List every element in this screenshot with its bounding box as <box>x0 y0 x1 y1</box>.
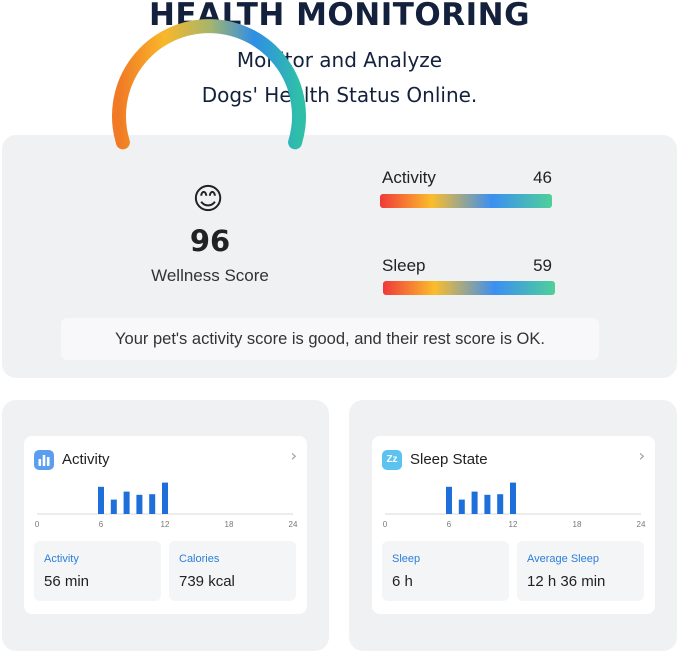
activity-bar <box>98 486 104 514</box>
wellness-gauge <box>112 19 306 150</box>
activity-bar <box>136 494 143 514</box>
activity-bar <box>110 499 117 514</box>
activity-card[interactable]: Activity › 0 6 12 18 24 Activity 56 min Calo… <box>24 436 307 614</box>
calories-stat-value: 739 kcal <box>179 573 235 590</box>
sleep-axis-tick: 6 <box>447 520 452 529</box>
metric-activity-bar <box>380 194 552 208</box>
activity-bar <box>149 494 156 514</box>
sleep-bar <box>497 494 504 514</box>
sleep-axis-tick: 12 <box>509 520 518 529</box>
activity-bar <box>123 491 130 514</box>
sleep-stat-label: Sleep <box>392 553 421 565</box>
activity-card-title: Activity <box>62 451 110 468</box>
sleep-axis-tick: 18 <box>573 520 582 529</box>
metric-sleep-value: 59 <box>533 256 552 275</box>
activity-axis-tick: 18 <box>225 520 234 529</box>
sleep-axis-tick: 24 <box>637 520 646 529</box>
subtitle-line-1: Monitor and Analyze <box>236 48 443 72</box>
sleep-bar-chart: 0 6 12 18 24 <box>383 482 646 529</box>
chevron-right-icon[interactable]: › <box>290 446 297 465</box>
activity-axis-tick: 12 <box>161 520 170 529</box>
zzz-icon: Zz <box>382 450 402 470</box>
metric-sleep-label: Sleep <box>382 256 426 275</box>
sleep-card-title: Sleep State <box>410 451 488 468</box>
gauge-arc <box>112 19 306 150</box>
sleep-bar <box>446 486 452 514</box>
sleep-axis-tick: 0 <box>383 520 388 529</box>
sleep-bar <box>510 482 516 514</box>
smiley-face-icon: 😊 <box>192 183 224 216</box>
sleep-bar <box>458 499 465 514</box>
sleep-bar <box>471 491 478 514</box>
metric-activity-value: 46 <box>533 168 552 187</box>
sleep-bar <box>484 494 491 514</box>
subtitle-line-2: Dogs' Health Status Online. <box>201 83 478 107</box>
average-sleep-stat-box: Average Sleep 12 h 36 min <box>517 541 644 601</box>
calories-stat-box: Calories 739 kcal <box>169 541 296 601</box>
activity-bar-chart: 0 6 12 18 24 <box>35 482 298 529</box>
activity-axis-tick: 0 <box>35 520 40 529</box>
activity-axis-tick: 6 <box>99 520 104 529</box>
chevron-right-icon[interactable]: › <box>638 446 645 465</box>
wellness-score-label: Wellness Score <box>151 266 269 285</box>
activity-stat-label: Activity <box>44 553 79 565</box>
wellness-score-value: 96 <box>189 224 231 258</box>
metric-activity-label: Activity <box>382 168 436 187</box>
sleep-stat-box: Sleep 6 h <box>382 541 509 601</box>
metric-sleep-bar <box>383 281 555 295</box>
average-sleep-stat-label: Average Sleep <box>527 553 599 565</box>
sleep-card[interactable]: Zz Sleep State › 0 6 12 18 24 Sleep 6 h Aver… <box>372 436 655 614</box>
wellness-summary: Your pet's activity score is good, and t… <box>61 318 599 360</box>
activity-bar <box>162 482 168 514</box>
activity-axis-tick: 24 <box>289 520 298 529</box>
sleep-stat-value: 6 h <box>392 573 413 590</box>
bar-chart-icon <box>34 450 54 470</box>
calories-stat-label: Calories <box>179 553 220 565</box>
average-sleep-stat-value: 12 h 36 min <box>527 573 606 590</box>
activity-stat-box: Activity 56 min <box>34 541 161 601</box>
page-title: HEALTH MONITORING <box>148 0 531 33</box>
activity-stat-value: 56 min <box>44 573 90 590</box>
